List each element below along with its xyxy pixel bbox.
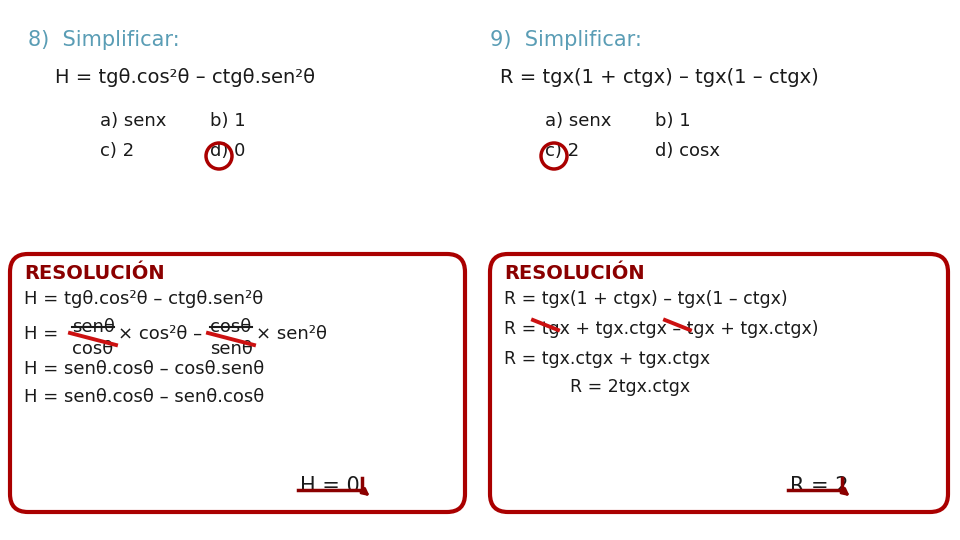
Text: H = 0: H = 0 — [300, 476, 360, 496]
Text: c) 2: c) 2 — [545, 142, 579, 160]
Text: R = tgx(1 + ctgx) – tgx(1 – ctgx): R = tgx(1 + ctgx) – tgx(1 – ctgx) — [504, 290, 787, 308]
Text: H =: H = — [24, 325, 59, 343]
Text: × cos²θ –: × cos²θ – — [118, 325, 203, 343]
Text: senθ: senθ — [72, 318, 115, 336]
Text: b) 1: b) 1 — [210, 112, 246, 130]
Text: R = 2tgx.ctgx: R = 2tgx.ctgx — [570, 378, 690, 396]
Text: 9)  Simplificar:: 9) Simplificar: — [490, 30, 642, 50]
Text: senθ: senθ — [210, 340, 252, 358]
Text: cosθ: cosθ — [210, 318, 252, 336]
Text: × sen²θ: × sen²θ — [256, 325, 327, 343]
Text: cosθ: cosθ — [72, 340, 113, 358]
FancyBboxPatch shape — [490, 254, 948, 512]
Text: R = tgx.ctgx + tgx.ctgx: R = tgx.ctgx + tgx.ctgx — [504, 350, 710, 368]
Text: c) 2: c) 2 — [100, 142, 134, 160]
FancyBboxPatch shape — [10, 254, 465, 512]
Text: a) senx: a) senx — [100, 112, 166, 130]
Text: H = senθ.cosθ – senθ.cosθ: H = senθ.cosθ – senθ.cosθ — [24, 388, 264, 406]
Text: a) senx: a) senx — [545, 112, 612, 130]
Text: R = 2: R = 2 — [790, 476, 849, 496]
Text: R = tgx + tgx.ctgx – tgx + tgx.ctgx): R = tgx + tgx.ctgx – tgx + tgx.ctgx) — [504, 320, 819, 338]
Text: d) 0: d) 0 — [210, 142, 246, 160]
Text: RESOLUCIÓN: RESOLUCIÓN — [504, 264, 644, 283]
Text: 8)  Simplificar:: 8) Simplificar: — [28, 30, 180, 50]
Text: d) cosx: d) cosx — [655, 142, 720, 160]
Text: H = tgθ.cos²θ – ctgθ.sen²θ: H = tgθ.cos²θ – ctgθ.sen²θ — [24, 290, 263, 308]
Text: RESOLUCIÓN: RESOLUCIÓN — [24, 264, 164, 283]
Text: b) 1: b) 1 — [655, 112, 690, 130]
Text: H = tgθ.cos²θ – ctgθ.sen²θ: H = tgθ.cos²θ – ctgθ.sen²θ — [55, 68, 315, 87]
Text: R = tgx(1 + ctgx) – tgx(1 – ctgx): R = tgx(1 + ctgx) – tgx(1 – ctgx) — [500, 68, 819, 87]
Text: H = senθ.cosθ – cosθ.senθ: H = senθ.cosθ – cosθ.senθ — [24, 360, 264, 378]
